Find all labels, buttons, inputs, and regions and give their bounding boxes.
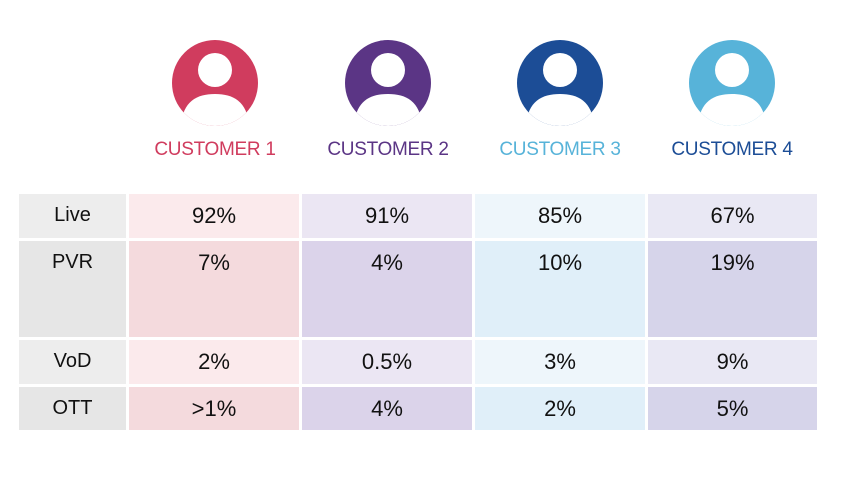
table-cell: 3% [475, 340, 645, 384]
cell-value: >1% [191, 396, 237, 421]
row-label-cell: Live [19, 194, 126, 238]
cell-value: 5% [716, 396, 749, 421]
table-cell: 5% [648, 387, 817, 430]
row-label-cell: OTT [19, 387, 126, 430]
cell-value: 0.5% [361, 349, 413, 374]
table-row-vod: VoD 2% 0.5% 3% 9% [19, 340, 817, 384]
table-cell: 10% [475, 241, 645, 337]
row-label: Live [54, 204, 91, 226]
viewing-share-table: Live 92% 91% 85% 67% PVR 7% 4% 10% 19% V… [16, 191, 820, 433]
cell-value: 10% [537, 250, 583, 275]
user-avatar-icon [517, 40, 603, 126]
table-cell: 19% [648, 241, 817, 337]
table-cell: 91% [302, 194, 472, 238]
table-cell: 9% [648, 340, 817, 384]
table-row-pvr: PVR 7% 4% 10% 19% [19, 241, 817, 337]
cell-value: 4% [371, 396, 403, 421]
table-cell: 2% [475, 387, 645, 430]
table-cell: 67% [648, 194, 817, 238]
cell-value: 2% [544, 396, 576, 421]
user-avatar-icon [345, 40, 431, 126]
customer-2-header: CUSTOMER 2 [298, 40, 478, 161]
customer-label: CUSTOMER 1 [154, 139, 276, 160]
cell-value: 85% [537, 203, 583, 228]
table-row-ott: OTT >1% 4% 2% 5% [19, 387, 817, 430]
cell-value: 3% [544, 349, 576, 374]
table-cell: 92% [129, 194, 299, 238]
row-label-cell: PVR [19, 241, 126, 337]
cell-value: 9% [716, 349, 749, 374]
table-cell: 4% [302, 387, 472, 430]
user-avatar-icon [689, 40, 775, 126]
table-cell: 7% [129, 241, 299, 337]
row-label: PVR [51, 251, 94, 273]
cell-value: 67% [710, 203, 755, 228]
customer-1-header: CUSTOMER 1 [125, 40, 305, 161]
table-cell: 4% [302, 241, 472, 337]
cell-value: 92% [191, 203, 237, 228]
user-avatar-icon [172, 40, 258, 126]
table-cell: >1% [129, 387, 299, 430]
customer-4-header: CUSTOMER 4 [642, 40, 822, 161]
row-label-cell: VoD [19, 340, 126, 384]
cell-value: 19% [710, 250, 755, 275]
customer-label: CUSTOMER 2 [327, 139, 449, 160]
cell-value: 4% [371, 250, 403, 275]
row-label: VoD [53, 350, 92, 372]
row-label: OTT [52, 397, 93, 419]
table-cell: 85% [475, 194, 645, 238]
customer-3-header: CUSTOMER 3 [470, 40, 650, 161]
cell-value: 91% [364, 203, 410, 228]
table-row-live: Live 92% 91% 85% 67% [19, 194, 817, 238]
customer-label: CUSTOMER 3 [499, 139, 621, 160]
table-cell: 2% [129, 340, 299, 384]
cell-value: 2% [198, 349, 230, 374]
customer-label: CUSTOMER 4 [671, 139, 793, 160]
table-cell: 0.5% [302, 340, 472, 384]
cell-value: 7% [198, 250, 230, 275]
